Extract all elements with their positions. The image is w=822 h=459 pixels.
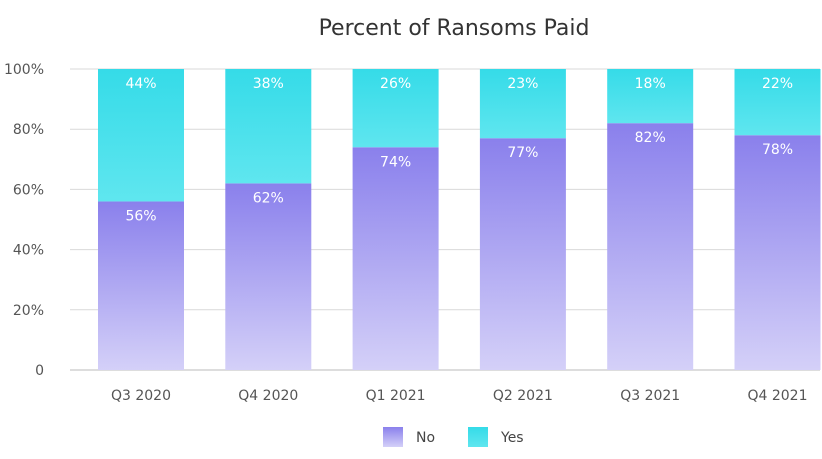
bar-no-q3-2021[interactable] bbox=[607, 123, 694, 371]
y-tick-label: 20% bbox=[13, 303, 44, 319]
data-label: 74% bbox=[380, 154, 411, 170]
y-tick-label: 80% bbox=[13, 122, 44, 138]
bars bbox=[98, 69, 821, 371]
legend-label: No bbox=[416, 430, 435, 446]
x-tick-label: Q3 2021 bbox=[620, 388, 680, 404]
x-tick-label: Q2 2021 bbox=[493, 388, 553, 404]
x-tick-label: Q1 2021 bbox=[366, 388, 426, 404]
y-tick-label: 40% bbox=[13, 243, 44, 259]
data-label: 26% bbox=[380, 76, 411, 92]
legend-swatch bbox=[468, 427, 488, 447]
bar-yes-q4-2020[interactable] bbox=[225, 69, 312, 184]
legend-item-yes[interactable]: Yes bbox=[468, 427, 524, 447]
y-tick-label: 100% bbox=[4, 62, 44, 78]
data-label: 56% bbox=[125, 208, 156, 224]
legend-swatch bbox=[383, 427, 403, 447]
axes: 0 20% 40% 60% 80% 100% Q3 2020 Q4 2020 Q1 2021 Q2… bbox=[4, 62, 808, 404]
y-tick-label: 60% bbox=[13, 182, 44, 198]
bar-yes-q1-2021[interactable] bbox=[352, 69, 439, 148]
data-label: 82% bbox=[635, 130, 666, 146]
data-label: 44% bbox=[125, 76, 156, 92]
x-tick-label: Q4 2021 bbox=[747, 388, 807, 404]
bar-yes-q3-2020[interactable] bbox=[98, 69, 184, 202]
gridlines bbox=[70, 68, 820, 371]
chart-title: Percent of Ransoms Paid bbox=[319, 16, 590, 41]
legend-label: Yes bbox=[500, 430, 524, 446]
bar-yes-q2-2021[interactable] bbox=[479, 69, 566, 139]
y-tick-label: 0 bbox=[35, 363, 44, 379]
data-label: 38% bbox=[253, 76, 284, 92]
x-tick-label: Q4 2020 bbox=[238, 388, 298, 404]
legend-item-no[interactable]: No bbox=[383, 427, 435, 447]
bar-no-q4-2020[interactable] bbox=[225, 183, 312, 370]
x-tick-label: Q3 2020 bbox=[111, 388, 171, 404]
bar-yes-q4-2021[interactable] bbox=[734, 69, 821, 136]
bar-no-q1-2021[interactable] bbox=[352, 147, 439, 370]
data-label: 18% bbox=[635, 76, 666, 92]
bar-no-q2-2021[interactable] bbox=[479, 138, 566, 370]
data-label: 22% bbox=[762, 76, 793, 92]
data-label: 23% bbox=[507, 76, 538, 92]
data-labels: 56% 44% 62% 38% 74% 26% 77% 23% 82% 18% 78% 22% bbox=[125, 76, 793, 224]
data-label: 78% bbox=[762, 142, 793, 158]
bar-yes-q3-2021[interactable] bbox=[607, 69, 694, 124]
data-label: 62% bbox=[253, 190, 284, 206]
bar-no-q3-2020[interactable] bbox=[98, 201, 184, 370]
data-label: 77% bbox=[507, 145, 538, 161]
bar-no-q4-2021[interactable] bbox=[734, 135, 821, 370]
legend: No Yes bbox=[383, 427, 524, 447]
